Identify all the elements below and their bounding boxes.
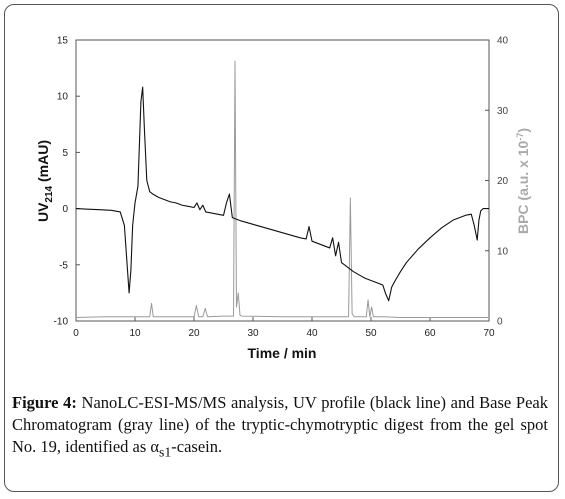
y-left-tick-label: 5: [62, 148, 68, 159]
bpc-series-line: [75, 60, 489, 318]
y-right-tick-label: 40: [497, 36, 509, 47]
y-left-tick-label: 15: [57, 36, 69, 47]
y-left-tick-label: -10: [54, 317, 69, 328]
x-tick-label: 20: [188, 328, 200, 339]
x-axis-title: Time / min: [248, 345, 317, 361]
y-right-tick-label: 30: [497, 106, 509, 117]
caption-subscript: s1: [159, 444, 172, 460]
x-tick-label: 10: [129, 328, 141, 339]
series-layer: [75, 60, 489, 318]
y-left-tick-label: 10: [57, 92, 69, 103]
caption-label: Figure 4:: [12, 393, 77, 412]
y-right-tick-label: 0: [497, 317, 503, 328]
x-tick-label: 50: [365, 328, 377, 339]
chromatogram-chart: 0 10 20 30 40 50 60 70 -10 -5 0 5 10 15 0 10 20 30 40 Ti…: [35, 36, 531, 362]
y-right-tick-label: 20: [497, 176, 509, 187]
uv-series-line: [75, 86, 489, 302]
y-left-tick-label: -5: [59, 260, 68, 271]
y-right-axis-title: BPC (a.u. x 10-7): [515, 128, 531, 234]
y-left-axis-title: UV214 (mAU): [35, 140, 55, 222]
y-left-tick-label: 0: [62, 204, 68, 215]
x-tick-label: 30: [247, 328, 259, 339]
x-tick-label: 70: [483, 328, 495, 339]
y-right-tick-label: 10: [497, 246, 509, 257]
caption-text-before: NanoLC-ESI-MS/MS analysis, UV profile (b…: [12, 393, 548, 456]
y-right-axis-ticks: 0 10 20 30 40: [485, 36, 509, 328]
figure-frame: [4, 4, 559, 492]
figure-caption: Figure 4: NanoLC-ESI-MS/MS analysis, UV …: [12, 392, 548, 463]
x-axis-ticks: 0 10 20 30 40 50 60 70: [73, 317, 495, 339]
caption-text-after: -casein.: [171, 437, 223, 456]
x-tick-label: 40: [306, 328, 318, 339]
x-tick-label: 0: [73, 328, 79, 339]
x-tick-label: 60: [424, 328, 436, 339]
